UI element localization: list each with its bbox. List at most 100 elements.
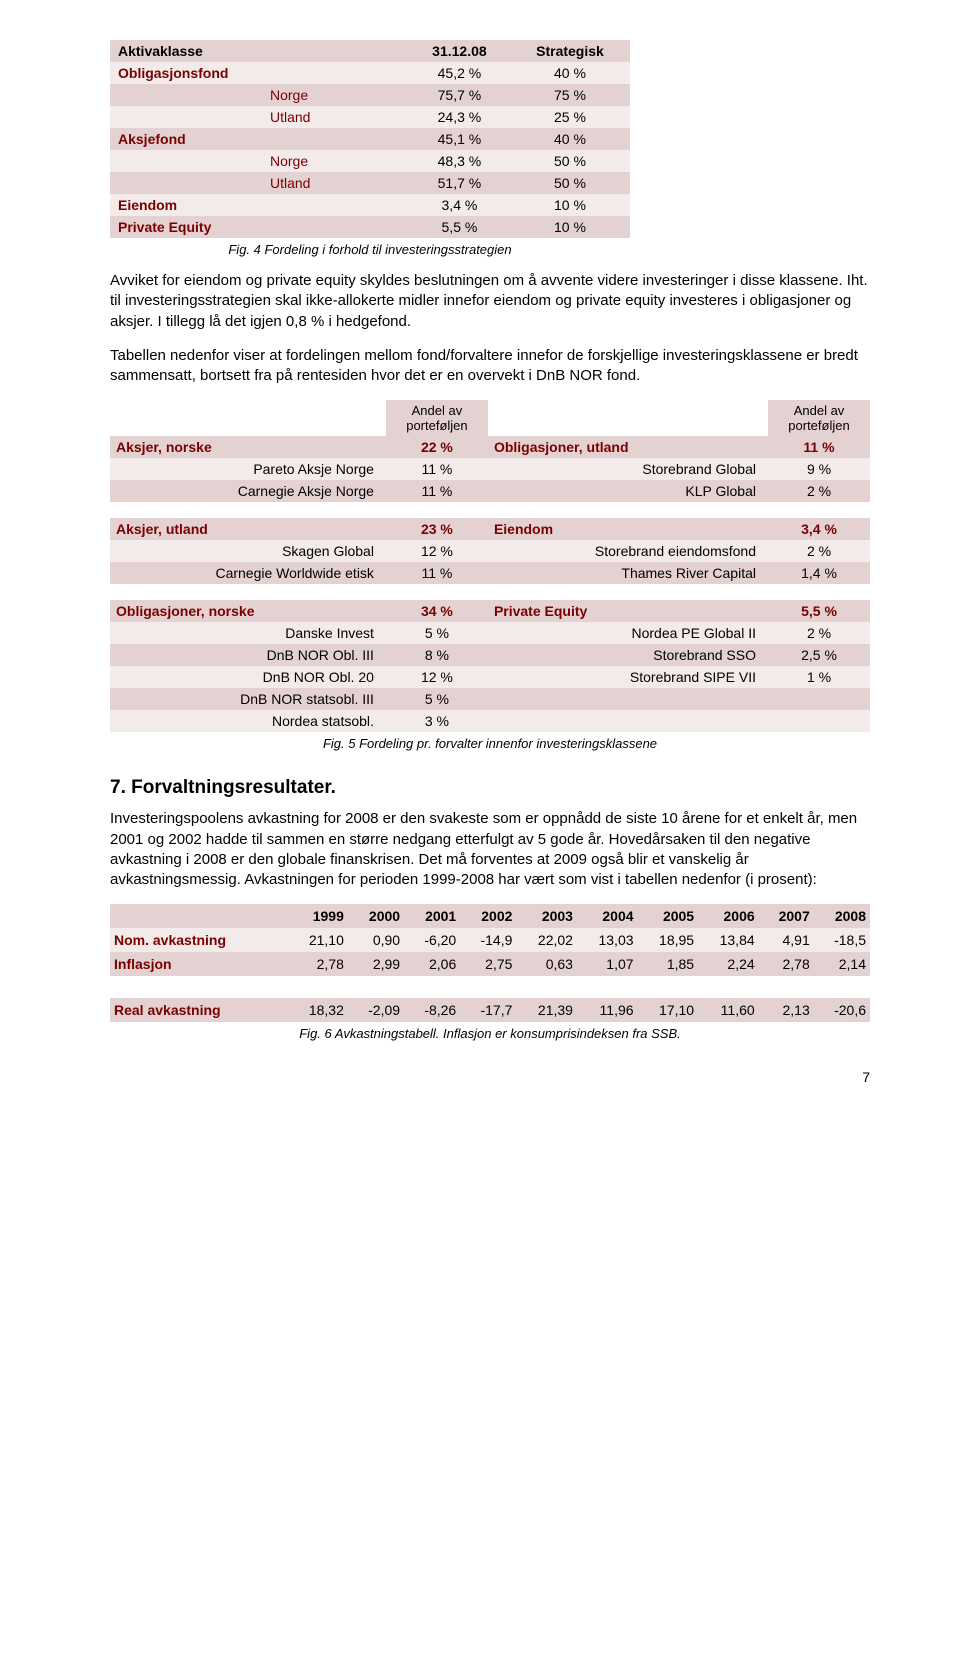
manager-table: Andel av porteføljen Andel av portefølje… (110, 400, 870, 732)
group-head: Private Equity (488, 600, 768, 622)
fund-pct: 2 % (768, 480, 870, 502)
t3-value: 2,99 (348, 952, 404, 976)
t1-val2: 25 % (510, 106, 630, 128)
t3-value: 2,06 (404, 952, 460, 976)
fund-name: KLP Global (488, 480, 768, 502)
t3-value: 22,02 (516, 928, 577, 952)
fund-pct: 3 % (386, 710, 488, 732)
group-head: Aksjer, norske (110, 436, 386, 458)
t3-value: 1,85 (638, 952, 699, 976)
t1-label: Aksjefond (110, 128, 409, 150)
t3-value: 17,10 (638, 998, 699, 1022)
t3-value: 2,13 (759, 998, 814, 1022)
t3-value: 13,03 (577, 928, 638, 952)
page-number: 7 (110, 1069, 870, 1085)
t2-hdr-left: Andel av porteføljen (386, 400, 488, 436)
t1-label: Utland (110, 106, 409, 128)
t1-h1: Aktivaklasse (110, 40, 409, 62)
year-head: 2004 (577, 904, 638, 928)
returns-table: 1999200020012002200320042005200620072008… (110, 904, 870, 1022)
fig6-caption: Fig. 6 Avkastningstabell. Inflasjon er k… (110, 1026, 870, 1041)
t3-value: 11,96 (577, 998, 638, 1022)
t1-h2: 31.12.08 (409, 40, 510, 62)
fig5-caption: Fig. 5 Fordeling pr. forvalter innenfor … (110, 736, 870, 751)
fund-pct: 9 % (768, 458, 870, 480)
t3-value: 0,90 (348, 928, 404, 952)
fund-pct: 5 % (386, 622, 488, 644)
t1-val1: 48,3 % (409, 150, 510, 172)
t3-value: -2,09 (348, 998, 404, 1022)
t1-h3: Strategisk (510, 40, 630, 62)
group-pct: 34 % (386, 600, 488, 622)
year-head: 2003 (516, 904, 577, 928)
fund-name: Storebrand SIPE VII (488, 666, 768, 688)
fund-pct: 1 % (768, 666, 870, 688)
t3-value: -18,5 (814, 928, 870, 952)
fund-name: Nordea PE Global II (488, 622, 768, 644)
fund-name: DnB NOR Obl. 20 (110, 666, 386, 688)
fig4-caption: Fig. 4 Fordeling i forhold til investeri… (110, 242, 630, 257)
t1-label: Norge (110, 150, 409, 172)
t3-value: 11,60 (698, 998, 759, 1022)
fund-pct: 5 % (386, 688, 488, 710)
t1-val1: 75,7 % (409, 84, 510, 106)
fund-name: DnB NOR statsobl. III (110, 688, 386, 710)
t1-label: Norge (110, 84, 409, 106)
t1-val1: 3,4 % (409, 194, 510, 216)
fund-pct (768, 688, 870, 710)
fund-name: Storebrand SSO (488, 644, 768, 666)
fund-name: DnB NOR Obl. III (110, 644, 386, 666)
fund-pct: 8 % (386, 644, 488, 666)
t1-val1: 45,2 % (409, 62, 510, 84)
t3-value: 18,32 (287, 998, 348, 1022)
year-head: 2007 (759, 904, 814, 928)
paragraph-2: Tabellen nedenfor viser at fordelingen m… (110, 346, 870, 387)
fund-pct: 12 % (386, 666, 488, 688)
t1-val2: 10 % (510, 216, 630, 238)
t3-value: 2,24 (698, 952, 759, 976)
fund-pct: 2 % (768, 622, 870, 644)
t3-value: -14,9 (460, 928, 516, 952)
t3-value: 0,63 (516, 952, 577, 976)
fund-name: Carnegie Aksje Norge (110, 480, 386, 502)
group-head: Obligasjoner, norske (110, 600, 386, 622)
fund-pct (768, 710, 870, 732)
year-head: 2002 (460, 904, 516, 928)
t3-value: 18,95 (638, 928, 699, 952)
t3-value: 2,75 (460, 952, 516, 976)
t3-value: -8,26 (404, 998, 460, 1022)
group-pct: 5,5 % (768, 600, 870, 622)
fund-name: Thames River Capital (488, 562, 768, 584)
fund-pct: 2,5 % (768, 644, 870, 666)
year-head: 2006 (698, 904, 759, 928)
year-head: 2001 (404, 904, 460, 928)
fund-pct: 12 % (386, 540, 488, 562)
group-head: Eiendom (488, 518, 768, 540)
t3-value: 13,84 (698, 928, 759, 952)
group-pct: 11 % (768, 436, 870, 458)
t3-value: -6,20 (404, 928, 460, 952)
group-pct: 22 % (386, 436, 488, 458)
t3-value: 2,78 (287, 952, 348, 976)
t3-label: Nom. avkastning (110, 928, 287, 952)
year-head: 2000 (348, 904, 404, 928)
fund-name: Skagen Global (110, 540, 386, 562)
group-pct: 23 % (386, 518, 488, 540)
fund-pct: 11 % (386, 480, 488, 502)
t1-label: Obligasjonsfond (110, 62, 409, 84)
year-head: 2005 (638, 904, 699, 928)
paragraph-3: Investeringspoolens avkastning for 2008 … (110, 809, 870, 890)
fund-name: Storebrand Global (488, 458, 768, 480)
fund-name: Carnegie Worldwide etisk (110, 562, 386, 584)
t1-val1: 51,7 % (409, 172, 510, 194)
t1-val2: 40 % (510, 128, 630, 150)
t1-val1: 24,3 % (409, 106, 510, 128)
group-head: Aksjer, utland (110, 518, 386, 540)
t3-value: -17,7 (460, 998, 516, 1022)
fund-name (488, 710, 768, 732)
fund-name: Nordea statsobl. (110, 710, 386, 732)
group-head: Obligasjoner, utland (488, 436, 768, 458)
t3-value: 21,10 (287, 928, 348, 952)
year-head: 1999 (287, 904, 348, 928)
t1-val2: 40 % (510, 62, 630, 84)
